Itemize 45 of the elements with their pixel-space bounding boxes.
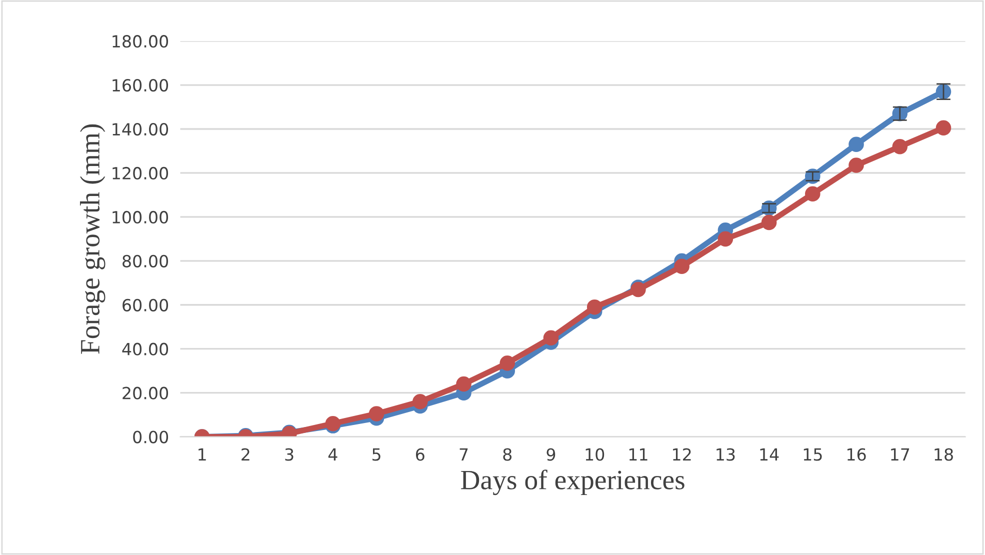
x-tick-label: 4 (328, 448, 338, 461)
y-tick-label: 160.00 (112, 79, 168, 92)
y-axis-title: Forage growth (mm) (80, 124, 106, 354)
x-tick-label: 10 (586, 448, 604, 461)
point (805, 186, 820, 202)
point (543, 330, 559, 346)
y-tick-label: 0.00 (133, 430, 168, 444)
x-tick-label: 1 (198, 448, 206, 461)
point (892, 138, 908, 154)
point (936, 120, 952, 136)
point (456, 376, 472, 392)
y-tick-label: 100.00 (112, 210, 168, 224)
y-tick-label: 140.00 (112, 122, 168, 136)
x-tick-label: 11 (629, 448, 648, 461)
x-tick-label: 12 (673, 448, 691, 461)
x-tick-label: 9 (546, 448, 556, 461)
point (848, 136, 864, 152)
x-tick-label: 14 (760, 448, 779, 461)
y-tick-label: 40.00 (122, 342, 168, 356)
point (674, 258, 690, 274)
x-axis-title: Days of experiences (460, 470, 684, 496)
x-tick-label: 8 (503, 448, 512, 461)
point (848, 158, 864, 173)
point (586, 299, 602, 315)
point (718, 231, 734, 247)
x-tick-label: 13 (716, 448, 735, 461)
y-tick-label: 20.00 (122, 386, 168, 400)
x-tick-label: 3 (285, 448, 294, 461)
x-tick-label: 5 (372, 448, 380, 461)
x-tick-label: 16 (847, 448, 866, 461)
x-tick-label: 18 (934, 448, 953, 461)
x-tick-label: 17 (891, 448, 910, 461)
y-tick-label: 180.00 (112, 35, 168, 48)
point (500, 356, 515, 371)
y-tick-label: 60.00 (122, 298, 168, 312)
x-tick-label: 2 (242, 448, 250, 461)
x-tick-label: 15 (804, 448, 822, 461)
y-tick-label: 80.00 (122, 254, 168, 268)
x-tick-label: 6 (416, 448, 424, 461)
y-tick-label: 120.00 (112, 166, 168, 180)
point (630, 282, 646, 298)
point (368, 406, 384, 422)
point (761, 214, 777, 230)
point (412, 394, 428, 410)
x-tick-label: 7 (460, 448, 468, 461)
